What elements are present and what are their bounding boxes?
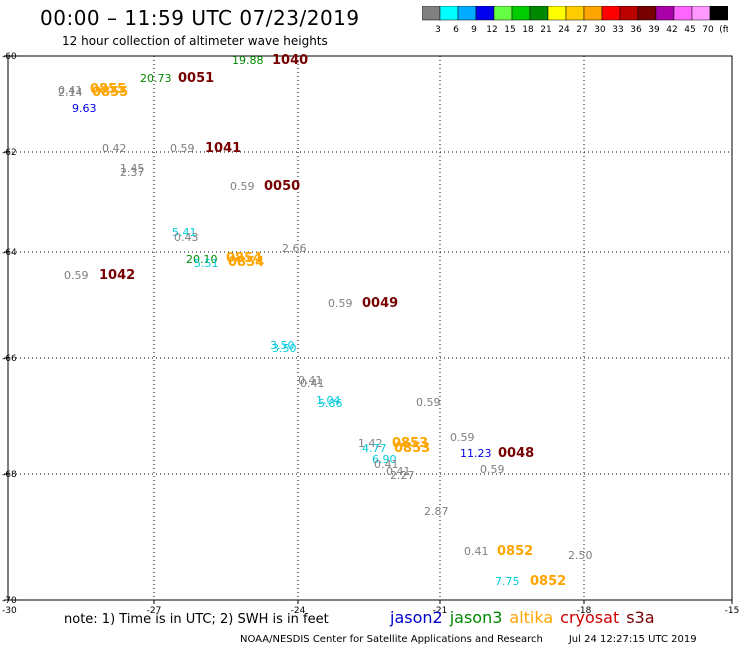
wave-height-label: 2.50 <box>568 549 593 562</box>
pass-time-label: 0852 <box>497 544 533 559</box>
pass-time-label: 0853 <box>392 436 428 451</box>
pass-time-label: 0854 <box>226 251 262 266</box>
wave-height-label: 9.63 <box>72 102 97 115</box>
pass-time-label: 0852 <box>530 574 566 589</box>
wave-height-label: 1.42 <box>358 437 383 450</box>
subtitle: 12 hour collection of altimeter wave hei… <box>62 34 328 48</box>
latitude-tick-label: -70 <box>2 596 17 606</box>
wave-height-label: 19.88 <box>232 54 264 67</box>
wave-height-label: 20.10 <box>186 253 218 266</box>
wave-height-label: 0.42 <box>102 142 127 155</box>
colorbar-label: 27 <box>576 25 587 34</box>
wave-height-label: 6.90 <box>372 453 397 466</box>
pass-time-label: 0855 <box>92 85 128 100</box>
pass-time-label: 0048 <box>498 446 534 461</box>
wave-height-label: 5.41 <box>172 226 197 239</box>
wave-height-label: 0.59 <box>480 463 505 476</box>
longitude-tick-label: -27 <box>147 606 162 616</box>
legend-item-jason2: jason2 <box>390 608 443 627</box>
colorbar-label: 30 <box>594 25 606 34</box>
pass-time-label: 1042 <box>99 268 135 283</box>
colorbar-label: 45 <box>684 25 695 34</box>
legend-item-jason3: jason3 <box>449 608 503 627</box>
satellite-legend: jason2 jason3 altika cryosat s3a <box>390 608 662 627</box>
colorbar-label: 39 <box>648 25 660 34</box>
colorbar-label: 36 <box>630 25 642 34</box>
longitude-tick-label: -24 <box>291 606 306 616</box>
wave-height-label: 4.77 <box>362 442 387 455</box>
pass-time-label: 1041 <box>205 141 241 156</box>
wave-height-label: 1.04 <box>316 394 341 407</box>
colorbar-label: 18 <box>522 25 534 34</box>
wave-height-label: 3.50 <box>270 339 295 352</box>
pass-time-label: 1040 <box>272 53 308 68</box>
legend-item-cryosat: cryosat <box>560 608 620 627</box>
wave-height-label: 0.59 <box>170 142 195 155</box>
longitude-tick-label: -18 <box>577 606 592 616</box>
wave-height-label: 3.50 <box>272 342 297 355</box>
colorbar-swatch <box>709 6 728 21</box>
credit-text: NOAA/NESDIS Center for Satellite Applica… <box>240 634 543 645</box>
pass-time-label: 0049 <box>362 296 398 311</box>
colorbar-label: 33 <box>612 25 623 34</box>
wave-height-label: 2.27 <box>390 469 415 482</box>
wave-height-label: 0.43 <box>174 231 199 244</box>
colorbar-label: 6 <box>453 25 459 34</box>
wave-height-label: 7.75 <box>495 575 520 588</box>
colorbar-label: 24 <box>558 25 570 34</box>
colorbar-label: 21 <box>540 25 551 34</box>
colorbar-label: (ft) <box>719 25 728 34</box>
corner-label: -30 <box>2 606 17 616</box>
pass-time-label: 0050 <box>264 179 300 194</box>
colorbar-label: 15 <box>504 25 515 34</box>
wave-height-label: 2.87 <box>424 505 449 518</box>
colorbar-label: 70 <box>702 25 714 34</box>
wave-height-label: 0.59 <box>64 269 89 282</box>
wave-height-label: 0.41 <box>298 374 323 387</box>
pass-time-label: 0854 <box>228 255 264 270</box>
longitude-tick-label: -21 <box>433 606 448 616</box>
legend-item-s3a: s3a <box>626 608 655 627</box>
wave-height-label: 5.51 <box>194 257 219 270</box>
latitude-tick-label: -64 <box>2 248 17 258</box>
pass-time-label: 0853 <box>394 441 430 456</box>
wave-height-label: 2.14 <box>58 86 83 99</box>
latitude-tick-label: -62 <box>2 148 17 158</box>
wave-height-label: 0.59 <box>450 431 475 444</box>
wave-height-label: 2.37 <box>120 166 145 179</box>
wave-height-label: 0.41 <box>386 465 411 478</box>
latitude-tick-label: -68 <box>2 470 17 480</box>
colorbar-label: 42 <box>666 25 677 34</box>
wave-height-label: 0.41 <box>300 377 325 390</box>
colorbar-label: 3 <box>435 25 441 34</box>
wave-height-label: 1.45 <box>120 162 145 175</box>
longitude-tick-label: -15 <box>725 606 740 616</box>
credit-line: NOAA/NESDIS Center for Satellite Applica… <box>240 634 697 645</box>
wave-height-label: 0.59 <box>328 297 353 310</box>
wave-height-label: 5.86 <box>318 397 343 410</box>
wave-height-label: 20.73 <box>140 72 172 85</box>
legend-item-altika: altika <box>509 608 554 627</box>
wave-height-label: 0.41 <box>374 458 399 471</box>
footer-note: note: 1) Time is in UTC; 2) SWH is in fe… <box>64 612 329 627</box>
map-frame <box>7 55 733 601</box>
wave-height-label: 0.59 <box>416 396 441 409</box>
timestamp: Jul 24 12:27:15 UTC 2019 <box>568 634 697 645</box>
colorbar-label: 9 <box>471 25 477 34</box>
colorbar-label: 12 <box>486 25 497 34</box>
wave-height-label: 0.41 <box>58 84 83 97</box>
wave-height-label: 0.41 <box>464 545 489 558</box>
wave-height-label: 0.59 <box>230 180 255 193</box>
pass-time-label: 0855 <box>90 82 126 97</box>
wave-height-label: 2.66 <box>282 242 307 255</box>
latitude-tick-label: -60 <box>2 52 17 62</box>
page-title: 00:00 – 11:59 UTC 07/23/2019 <box>40 6 360 30</box>
latitude-tick-label: -66 <box>2 354 17 364</box>
wave-height-label: 11.23 <box>460 447 492 460</box>
pass-time-label: 0051 <box>178 71 214 86</box>
